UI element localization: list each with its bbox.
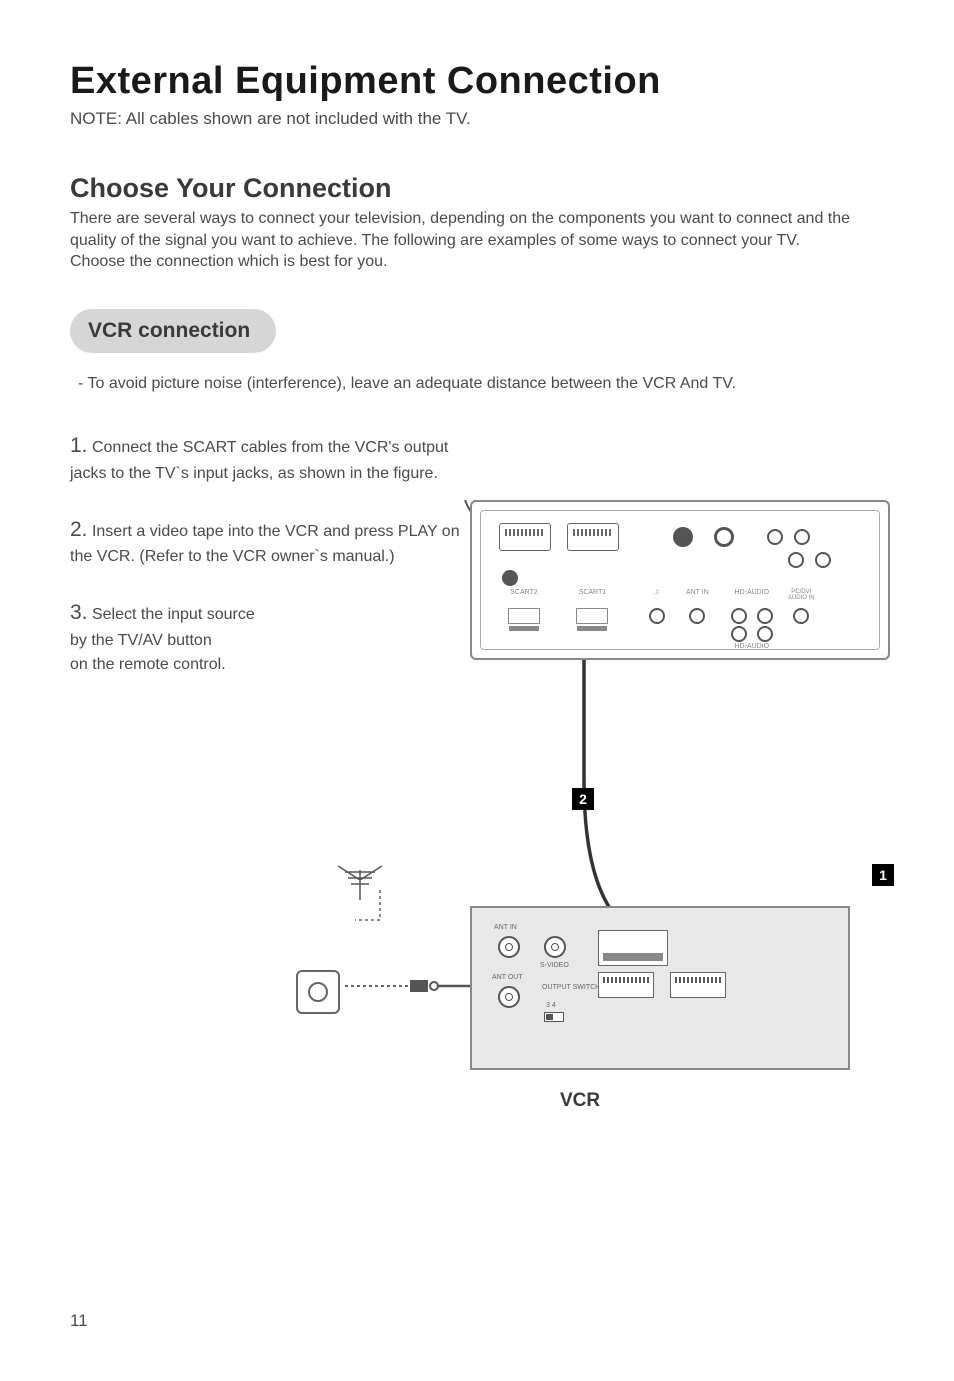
scart-sm-icon (576, 608, 608, 624)
jack-icon (793, 608, 809, 624)
note-text: NOTE: All cables shown are not included … (70, 109, 884, 129)
tv-inner-frame: SCART2 SCART1 ♫ ANT IN HD-AUDIO (480, 510, 880, 650)
hd-audio-label-2: HD-AUDIO (735, 643, 770, 650)
tape-slot-icon (598, 930, 668, 966)
section-desc: There are several ways to connect your t… (70, 208, 884, 273)
vcr-scart-icon (598, 972, 654, 998)
jack-icon (794, 529, 810, 545)
headphone-label: ♫ (654, 589, 659, 596)
step-1-text: Connect the SCART cables from the VCR's … (70, 439, 448, 482)
jack-icon (714, 527, 734, 547)
vcr-note: - To avoid picture noise (interference),… (70, 373, 884, 395)
jack-icon (689, 608, 705, 624)
jack-icon (757, 626, 773, 642)
callout-badge-1: 1 (872, 864, 894, 886)
jack-icon (731, 626, 747, 642)
step-3-text: Select the input source (88, 606, 255, 623)
tv-row-top (499, 523, 861, 573)
jack-icon (673, 527, 693, 547)
step-3c-text: on the remote control. (70, 656, 226, 673)
pcdvi-label: PC/DVI AUDIO IN (781, 589, 821, 601)
wall-outlet-icon (296, 970, 340, 1014)
scart-slot-icon (567, 523, 619, 551)
step-2-num: 2. (70, 518, 88, 541)
ant-in-jack-icon (498, 936, 520, 958)
step-3b-text: by the TV/AV button (70, 632, 212, 649)
desc-line-1: There are several ways to connect your t… (70, 210, 850, 249)
jack-icon (767, 529, 783, 545)
hd-audio-label: HD-AUDIO (735, 589, 770, 596)
vcr-back-panel: ANT IN ANT OUT S-VIDEO OUTPUT SWITCH 3 4 (470, 906, 850, 1070)
scart-sm-icon (508, 608, 540, 624)
step-3-num: 3. (70, 601, 88, 624)
callout-badge-2: 2 (572, 788, 594, 810)
desc-line-2: Choose the connection which is best for … (70, 253, 388, 270)
step-1-num: 1. (70, 434, 88, 457)
vcr-scart-icon (670, 972, 726, 998)
vcr-caption: VCR (560, 1090, 600, 1112)
tv-back-panel: SCART2 SCART1 ♫ ANT IN HD-AUDIO (470, 500, 890, 660)
connection-diagram: SCART2 SCART1 ♫ ANT IN HD-AUDIO (320, 500, 900, 1120)
jack-icon (731, 608, 747, 624)
jack-icon (502, 570, 518, 586)
jack-icon (757, 608, 773, 624)
pill-label: VCR connection (88, 319, 250, 342)
page-number: 11 (70, 1311, 88, 1331)
scart1-label: SCART1 (579, 589, 607, 596)
switch-34-label: 3 4 (546, 1002, 556, 1009)
jack-icon (649, 608, 665, 624)
ant-out-label: ANT OUT (492, 974, 523, 981)
jack-icon (788, 552, 804, 568)
ant-out-jack-icon (498, 986, 520, 1008)
page-title: External Equipment Connection (70, 60, 884, 103)
svideo-label: S-VIDEO (540, 962, 569, 969)
step-1: 1. Connect the SCART cables from the VCR… (70, 430, 450, 486)
ant-label: ANT IN (686, 589, 709, 596)
section-heading: Choose Your Connection (70, 173, 884, 204)
output-switch-icon (544, 1012, 564, 1022)
tv-row-bottom: SCART2 SCART1 ♫ ANT IN HD-AUDIO (499, 589, 861, 649)
jack-icon (815, 552, 831, 568)
svideo-jack-icon (544, 936, 566, 958)
scart2-label: SCART2 (510, 589, 538, 596)
ant-in-label: ANT IN (494, 924, 517, 931)
scart-slot-icon (499, 523, 551, 551)
vcr-inner: ANT IN ANT OUT S-VIDEO OUTPUT SWITCH 3 4 (488, 928, 832, 1048)
output-switch-label: OUTPUT SWITCH (542, 984, 600, 991)
subsection-pill: VCR connection (70, 309, 276, 353)
